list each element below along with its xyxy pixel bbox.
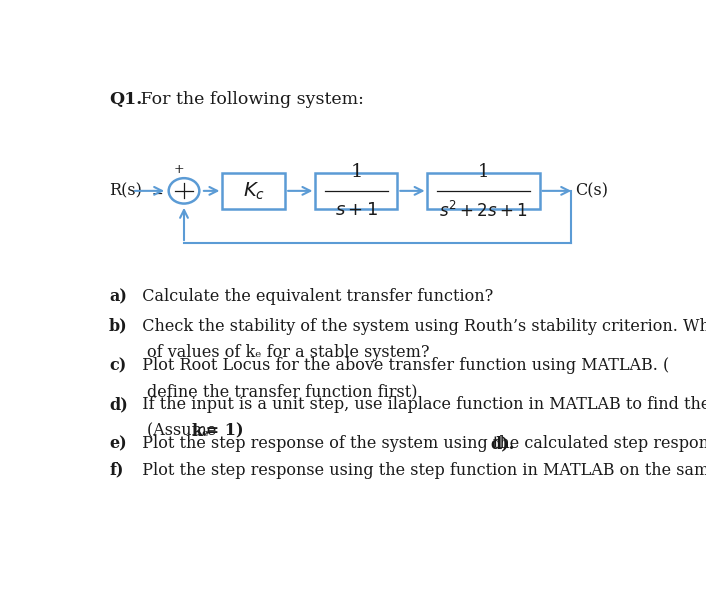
- Circle shape: [169, 178, 199, 204]
- Text: Q1.: Q1.: [109, 91, 143, 108]
- Bar: [428, 173, 539, 209]
- Text: kₑ: kₑ: [191, 423, 210, 439]
- Text: (Assume: (Assume: [147, 423, 221, 439]
- Text: Plot Root Locus for the above transfer function using MATLAB. (: Plot Root Locus for the above transfer f…: [132, 358, 669, 375]
- Text: 1: 1: [350, 163, 363, 181]
- Text: d): d): [109, 396, 128, 413]
- Text: $s+1$: $s+1$: [335, 201, 378, 219]
- Text: −: −: [152, 186, 163, 200]
- Text: If the input is a unit step, use ilaplace function in MATLAB to find the respons: If the input is a unit step, use ilaplac…: [132, 396, 706, 413]
- Text: C(s): C(s): [575, 183, 608, 199]
- Text: Check the stability of the system using Routh’s stability criterion. What will b: Check the stability of the system using …: [132, 318, 706, 335]
- Text: For the following system:: For the following system:: [136, 91, 364, 108]
- Text: R(s): R(s): [109, 183, 142, 199]
- Text: Calculate the equivalent transfer function?: Calculate the equivalent transfer functi…: [132, 289, 493, 305]
- Text: f): f): [109, 462, 124, 479]
- Text: = 1): = 1): [201, 423, 244, 439]
- Text: Plot the step response of the system using the calculated step response in: Plot the step response of the system usi…: [132, 435, 706, 452]
- Text: $s^2+2s+1$: $s^2+2s+1$: [439, 201, 528, 221]
- Text: define the transfer function first): define the transfer function first): [147, 383, 417, 401]
- Text: 1: 1: [478, 163, 489, 181]
- Text: e): e): [109, 435, 126, 452]
- Text: d).: d).: [491, 435, 515, 452]
- Bar: [316, 173, 397, 209]
- Text: a): a): [109, 289, 127, 305]
- Text: c): c): [109, 358, 126, 375]
- Text: +: +: [174, 163, 185, 176]
- Text: b): b): [109, 318, 128, 335]
- Bar: [222, 173, 285, 209]
- Text: Plot the step response using the step function in MATLAB on the same figure.: Plot the step response using the step fu…: [132, 462, 706, 479]
- Text: of values of kₑ for a stable system?: of values of kₑ for a stable system?: [147, 344, 429, 361]
- Text: $K_c$: $K_c$: [243, 180, 265, 201]
